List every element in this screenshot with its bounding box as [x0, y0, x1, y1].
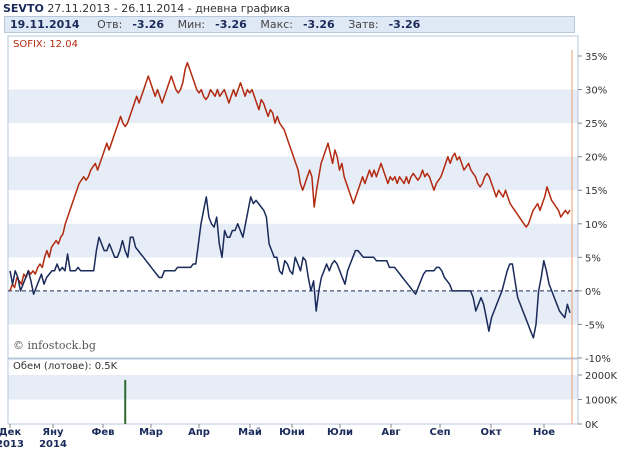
infostock-watermark: © infostock.bg — [13, 339, 96, 352]
volume-grid-band — [8, 375, 578, 400]
min-label: Мин: — [177, 18, 206, 31]
max-label: Макс: — [260, 18, 293, 31]
y-tick-label: 20% — [585, 153, 607, 164]
y-tick-label: -10% — [585, 354, 611, 365]
max-value: -3.26 — [302, 18, 335, 31]
x-tick-label: Дек — [0, 427, 21, 438]
grid-band — [8, 89, 578, 124]
chart-kind: - дневна графика — [187, 2, 291, 15]
x-tick-label: Май — [238, 427, 262, 438]
y-tick-label: 25% — [585, 119, 607, 130]
x-tick-label: Апр — [188, 427, 210, 438]
close-label: Затв: — [348, 18, 379, 31]
y-tick-label: 5% — [585, 253, 601, 264]
volume-tick-label: 2000K — [585, 371, 617, 382]
x-year-label: 2014 — [39, 439, 67, 450]
volume-panel-frame — [7, 358, 579, 425]
y-tick-label: 35% — [585, 52, 607, 63]
x-tick-label: Фев — [91, 427, 114, 438]
x-year-label: 2013 — [0, 439, 24, 450]
symbol: SEVTO — [3, 2, 44, 15]
x-tick-label: Яну — [42, 427, 64, 438]
x-tick-label: Юни — [279, 427, 305, 438]
y-tick-label: 0% — [585, 287, 601, 298]
quote-summary-bar: 19.11.2014 Отв: -3.26 Мин: -3.26 Макс: -3.2… — [4, 16, 575, 33]
sofix-line — [9, 61, 571, 292]
grid-band — [8, 156, 578, 191]
volume-legend: Обем (лотове): 0.5K — [13, 361, 118, 372]
x-tick-label: Мар — [139, 427, 163, 438]
volume-tick-label: 1000K — [585, 396, 617, 407]
y-tick-label: 10% — [585, 220, 607, 231]
volume-tick-label: 0K — [585, 420, 598, 431]
x-tick-label: Юли — [327, 427, 353, 438]
open-value: -3.26 — [132, 18, 165, 31]
x-tick-label: Окт — [480, 427, 501, 438]
min-value: -3.26 — [215, 18, 247, 31]
open-label: Отв: — [97, 18, 123, 31]
y-tick-label: 30% — [585, 86, 607, 97]
main-panel-frame — [7, 35, 579, 359]
close-value: -3.26 — [388, 18, 421, 31]
y-tick-label: -5% — [585, 320, 604, 331]
x-tick-label: Сеп — [429, 427, 450, 438]
sofix-legend: SOFIX: 12.04 — [13, 39, 78, 50]
y-tick-label: 15% — [585, 186, 607, 197]
volume-bar — [124, 379, 127, 424]
date-range: 27.11.2013 - 26.11.2014 — [47, 2, 185, 15]
quote-date: 19.11.2014 — [10, 18, 80, 31]
chart-header: SEVTO 27.11.2013 - 26.11.2014 - дневна г… — [3, 2, 290, 15]
x-tick-label: Авг — [381, 427, 400, 438]
grid-band — [8, 290, 578, 325]
x-tick-label: Ное — [533, 427, 555, 438]
sevto-line — [9, 196, 571, 339]
grid-band — [8, 223, 578, 258]
